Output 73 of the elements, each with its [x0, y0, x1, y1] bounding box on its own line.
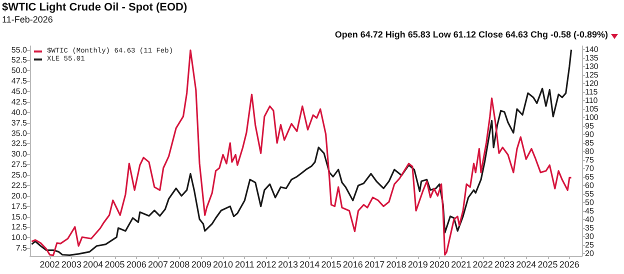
y2-tick-label: 20	[585, 249, 594, 258]
x-tick-label: 2006	[126, 260, 146, 270]
x-tick-label: 2007	[148, 260, 168, 270]
y-tick-label: 15.0	[11, 212, 28, 222]
x-tick-label: 2023	[494, 260, 514, 270]
y2-tick-label: 140	[585, 44, 599, 54]
text: Open 64.72 High 65.83 Low 61.12 Close 64.63 Chg -0.58 (-0.89%)	[334, 30, 608, 40]
y2-tick-label: 80	[585, 147, 594, 156]
y2-tick-label: 100	[585, 112, 599, 122]
chart-title: $WTIC Light Crude Oil - Spot (EOD)	[2, 2, 188, 14]
y-tick-label: 20.0	[11, 191, 28, 200]
y-tick-label: 47.5	[11, 76, 28, 86]
x-tick-label: 2021	[451, 260, 472, 270]
y2-tick-label: 115	[585, 87, 598, 96]
y2-tick-label: 95	[585, 121, 594, 130]
x-tick-label: 2018	[386, 260, 406, 270]
y-tick-label: 27.5	[11, 160, 28, 170]
y2-tick-label: 85	[585, 138, 594, 148]
y2-tick-label: 60	[585, 181, 594, 190]
y-tick-label: 35.0	[11, 128, 28, 138]
x-tick-label: 2014	[300, 260, 320, 270]
y-tick-label: 45.0	[11, 87, 28, 96]
y2-tick-label: 90	[585, 130, 594, 139]
y-tick-label: 10.0	[11, 233, 28, 242]
y-tick-label: 25.0	[11, 170, 28, 180]
x-tick-label: 2013	[278, 260, 298, 270]
x-tick-label: 2004	[83, 260, 104, 270]
y2-tick-label: 70	[585, 164, 594, 174]
x-tick-label: 2020	[429, 260, 450, 270]
y2-tick-label: 65	[585, 172, 594, 182]
y2-tick-label: 55	[585, 190, 594, 199]
y-tick-label: 12.5	[11, 222, 28, 232]
x-tick-label: 2011	[234, 260, 254, 270]
x-tick-label: 2026	[559, 260, 580, 270]
y2-tick-label: 45	[585, 206, 594, 216]
y-tick-label: 22.5	[11, 180, 28, 190]
y-tick-label: 32.5	[11, 139, 28, 148]
y2-tick-label: 120	[585, 78, 599, 88]
y-tick-label: 7.5	[16, 244, 28, 253]
y2-tick-label: 75	[585, 156, 594, 165]
y2-tick-label: 110	[585, 96, 598, 105]
y2-tick-label: 105	[585, 104, 599, 114]
y-tick-label: 30.0	[11, 150, 28, 159]
y-tick-label: 52.5	[11, 56, 28, 65]
x-tick-label: 2012	[256, 260, 276, 270]
y-tick-label: 50.0	[11, 66, 28, 76]
y-tick-label: 17.5	[11, 202, 28, 211]
x-tick-label: 2016	[342, 260, 363, 270]
x-tick-label: 2024	[516, 260, 536, 270]
x-tick-label: 2015	[321, 260, 342, 270]
y2-tick-label: 130	[585, 62, 599, 71]
y2-tick-label: 125	[585, 70, 599, 80]
x-tick-label: 2017	[364, 260, 385, 270]
chart-subtitle: 11-Feb-2026	[2, 14, 53, 24]
y-tick-label: 37.5	[11, 118, 28, 128]
y2-tick-label: 40	[585, 215, 594, 224]
y-tick-label: 55.0	[11, 45, 28, 54]
y2-tick-label: 25	[585, 240, 594, 250]
y2-tick-label: 50	[585, 198, 594, 208]
x-tick-label: 2003	[61, 260, 82, 270]
y-tick-label: 42.5	[11, 97, 28, 106]
x-tick-label: 2025	[538, 260, 558, 270]
x-tick-label: 2008	[170, 260, 190, 270]
x-tick-label: 2010	[212, 260, 234, 270]
y2-tick-label: 135	[585, 53, 599, 62]
x-tick-label: 2002	[40, 260, 60, 270]
y2-tick-label: 35	[585, 224, 594, 233]
y-tick-label: 40.0	[11, 108, 28, 117]
x-tick-label: 2005	[104, 260, 125, 270]
x-tick-label: 2009	[191, 260, 212, 270]
y2-tick-label: 30	[585, 232, 594, 242]
x-tick-label: 2019	[408, 260, 428, 270]
x-tick-label: 2022	[472, 260, 493, 270]
